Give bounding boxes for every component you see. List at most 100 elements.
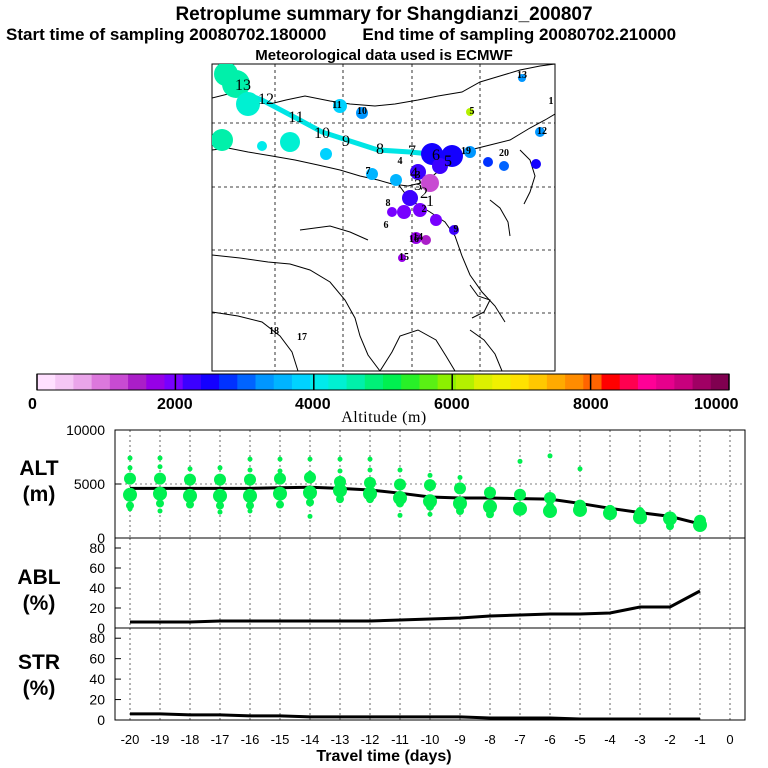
altitude-point [277, 456, 283, 462]
altitude-point [394, 478, 406, 491]
colorbar-swatch [219, 374, 238, 390]
colorbar-title: Altitude (m) [341, 409, 427, 426]
cluster-label: 3 [416, 170, 421, 181]
colorbar-swatch [510, 374, 530, 390]
altitude-point [483, 499, 497, 514]
altitude-point [456, 507, 464, 515]
altitude-point [186, 500, 194, 509]
altitude-point [427, 472, 433, 478]
cluster-label: 20 [499, 148, 509, 159]
altitude-point [217, 465, 223, 471]
altitude-point [214, 473, 226, 486]
alt-label-top: ALT [19, 457, 59, 480]
colorbar-swatch [328, 374, 348, 390]
colorbar-swatch [383, 374, 402, 390]
colorbar-swatch [401, 374, 420, 390]
colorbar-swatch [710, 374, 730, 390]
sampling-times: Start time of sampling 20080702.180000 En… [6, 25, 676, 45]
y-tick-label: 5000 [74, 476, 105, 492]
trajectory-label: 4 [410, 165, 418, 182]
str-mean-line [130, 712, 700, 721]
colorbar-swatch [583, 374, 603, 390]
plume-dot [518, 74, 526, 82]
cluster-label: 12 [537, 126, 547, 137]
x-tick-label: -15 [271, 732, 290, 747]
x-tick-label: -11 [391, 732, 409, 747]
plume-dot [483, 157, 493, 167]
colorbar-swatch [291, 374, 311, 390]
x-tick-label: -18 [181, 732, 200, 747]
trajectory-label: 1 [426, 193, 434, 210]
colorbar-swatch [237, 374, 257, 390]
altitude-point [127, 465, 133, 471]
altitude-point [307, 456, 313, 462]
str-panel-label: STR (%) [10, 650, 68, 702]
colorbar-tick-label: 6000 [434, 396, 470, 413]
plume-dot [413, 203, 427, 217]
colorbar-swatch [146, 374, 165, 390]
colorbar-swatch [73, 374, 93, 390]
y-tick-label: 60 [89, 651, 105, 667]
plume-dot [449, 225, 459, 235]
altitude-point [397, 512, 403, 518]
plume-dot [356, 107, 368, 119]
colorbar-swatch [565, 374, 584, 390]
altitude-point [337, 468, 343, 474]
y-tick-label: 0 [97, 712, 105, 728]
map-coastline [299, 225, 369, 241]
trajectory-label: 2 [420, 185, 428, 202]
cluster-label: 18 [269, 326, 279, 337]
cluster-label: 1 [549, 96, 554, 107]
x-tick-label: -8 [484, 732, 496, 747]
cluster-label: 6 [384, 220, 389, 231]
trajectory-label: 3 [414, 177, 422, 194]
plume-dot [410, 232, 422, 244]
trajectory-label: 5 [444, 153, 452, 170]
altitude-point [633, 510, 647, 525]
colorbar-tick-label: 0 [28, 396, 37, 413]
cluster-label: 11 [332, 100, 341, 111]
cluster-label: 15 [399, 252, 409, 263]
altitude-point [157, 464, 163, 470]
altitude-point [276, 500, 284, 509]
str-label-top: STR [18, 651, 60, 674]
colorbar-tick-label: 10000 [694, 396, 739, 413]
altitude-point [247, 467, 253, 473]
colorbar-swatch [346, 374, 366, 390]
x-tick-label: -5 [574, 732, 586, 747]
x-tick-label: -1 [694, 732, 706, 747]
altitude-point [666, 522, 674, 531]
start-time-label: Start time of sampling 20080702.180000 [6, 25, 327, 44]
altitude-point [124, 472, 136, 485]
x-tick-label: -10 [421, 732, 440, 747]
x-tick-label: -13 [331, 732, 350, 747]
x-tick-label: -20 [121, 732, 140, 747]
colorbar-swatch [255, 374, 275, 390]
plume-dot [397, 205, 411, 219]
plume-dot [366, 168, 378, 180]
altitude-point [153, 486, 167, 501]
altitude-point [127, 455, 133, 461]
x-tick-label: -2 [664, 732, 676, 747]
map-coastline [519, 149, 536, 205]
altitude-point [367, 456, 373, 462]
trajectory-label: 6 [432, 147, 440, 164]
altitude-point [156, 499, 164, 508]
map-coastline [489, 199, 511, 237]
plume-dot [430, 214, 442, 226]
altitude-point [183, 488, 197, 503]
altitude-point [274, 472, 286, 485]
altitude-point [424, 479, 436, 492]
altitude-point [636, 507, 644, 515]
alt-panel-label: ALT (m) [10, 456, 68, 508]
cluster-label: 2 [422, 204, 427, 215]
altitude-point [333, 483, 347, 498]
alt-label-bottom: (m) [22, 483, 56, 506]
altitude-point [427, 511, 433, 517]
altitude-point [306, 498, 314, 507]
map-coastline [212, 254, 381, 371]
colorbar-swatch [619, 374, 639, 390]
abl-panel-label: ABL (%) [10, 565, 68, 617]
cluster-label: 10 [357, 106, 367, 117]
